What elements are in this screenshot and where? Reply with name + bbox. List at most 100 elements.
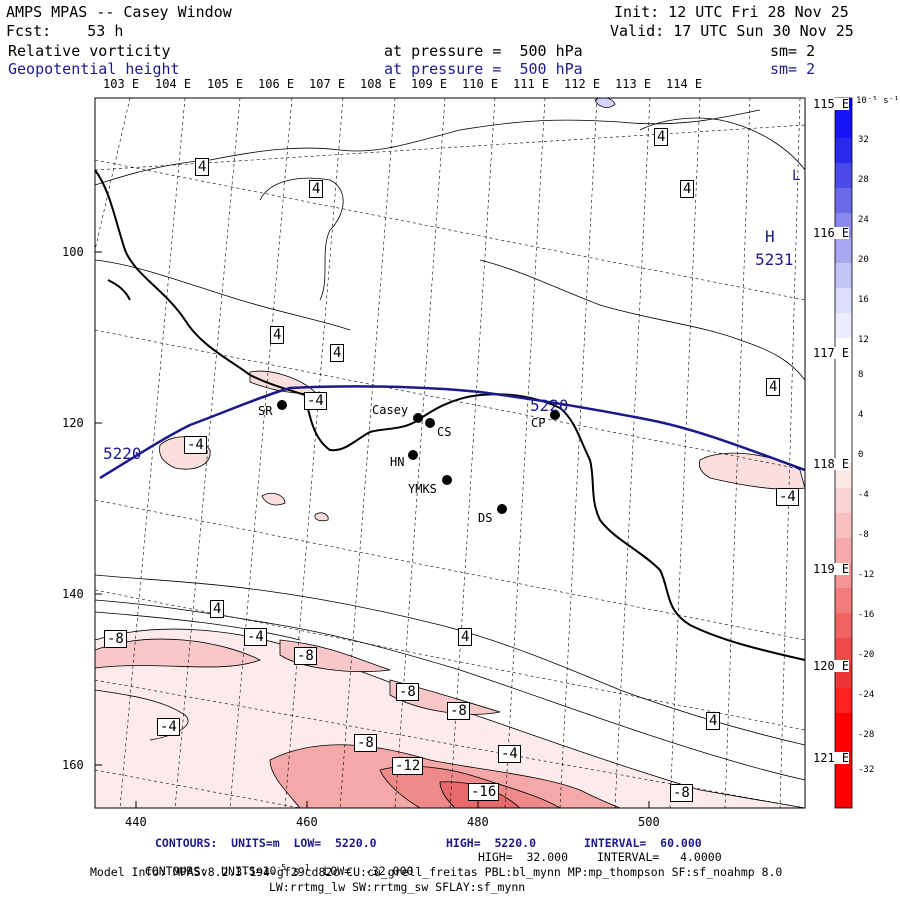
colorbar-tick-6: 8 (858, 370, 864, 380)
lon-label-top-4: 107 E (309, 77, 346, 91)
station-ds-marker (497, 504, 507, 514)
contour-label-26: L (792, 168, 801, 184)
footer-height-interval: INTERVAL= 60.000 (584, 836, 702, 850)
field1-level: at pressure = 500 hPa (384, 42, 583, 60)
station-cs-label: CS (437, 425, 452, 439)
colorbar-tick-4: 16 (858, 295, 869, 305)
lon-label-top-9: 112 E (564, 77, 601, 91)
axis-ticks (95, 251, 650, 808)
station-ymks-marker (442, 475, 452, 485)
colorbar-tick-10: -8 (858, 530, 869, 540)
colorbar-tick-2: 24 (858, 215, 869, 225)
station-casey-marker (413, 413, 423, 423)
station-sr-marker (277, 400, 287, 410)
footer-model-info-physics: LW:rrtmg_lw SW:rrtmg_sw SFLAY:sf_mynn (269, 880, 526, 894)
colorbar-unit: 10⁻⁵ s⁻¹ (856, 96, 900, 106)
contour-label-20: -8 (354, 734, 377, 752)
contour-label-13: -4 (157, 718, 180, 736)
colorbar-tick-7: 4 (858, 410, 864, 420)
station-cp-label: CP (531, 416, 546, 430)
contour-label-16: -8 (104, 630, 127, 648)
contour-label-8: 4 (458, 628, 473, 646)
y-tick-100: 100 (62, 245, 84, 259)
footer-vort-s: s (286, 863, 300, 878)
colorbar-tick-0: 32 (858, 135, 869, 145)
colorbar-tick-9: -4 (858, 490, 869, 500)
colorbar-tick-8: 0 (858, 450, 864, 460)
lon-label-top-11: 114 E (666, 77, 703, 91)
lon-label-right-0: 115 E (813, 97, 850, 111)
colorbar-tick-3: 20 (858, 255, 869, 265)
contour-label-17: -8 (294, 647, 317, 665)
colorbar-tick-13: -20 (858, 650, 875, 660)
high-pressure-marker: H (765, 227, 775, 246)
lon-label-top-3: 106 E (258, 77, 295, 91)
contour-label-9: 4 (706, 712, 721, 730)
station-casey-label: Casey (372, 403, 409, 417)
footer-vort-units: CONTOURS: UNITS=10 (144, 863, 277, 878)
contour-label-1: 4 (309, 180, 324, 198)
x-tick-440: 440 (125, 815, 147, 829)
station-sr-label: SR (258, 404, 273, 418)
field2-smoothing: sm= 2 (770, 60, 816, 78)
colorbar-tick-5: 12 (858, 335, 869, 345)
station-markers (277, 400, 560, 514)
y-tick-160: 160 (62, 758, 84, 772)
footer-vort-contours: CONTOURS: UNITS=10-5 s-1 LOW= -32.000 (131, 852, 414, 878)
y-tick-140: 140 (62, 587, 84, 601)
footer-model-info: Model Info: MPASv8.2.3-194-gf29cd82c CU:… (90, 865, 783, 879)
contour-label-21: -12 (392, 757, 424, 775)
valid-time: Valid: 17 UTC Sun 30 Nov 25 (610, 22, 854, 40)
x-tick-460: 460 (296, 815, 318, 829)
field1-name: Relative vorticity (8, 42, 171, 60)
contour-label-5: 4 (330, 344, 345, 362)
graticule (95, 98, 805, 808)
station-ds-label: DS (478, 511, 493, 525)
contour-label-11: -4 (184, 436, 207, 454)
colorbar-tick-1: 28 (858, 175, 869, 185)
height-contour-5220 (99, 385, 805, 480)
plot-frame (94, 97, 806, 809)
lon-label-top-2: 105 E (207, 77, 244, 91)
field2-level: at pressure = 500 hPa (384, 60, 583, 78)
lon-label-top-1: 104 E (155, 77, 192, 91)
vorticity-contours (95, 109, 805, 781)
plot-title: AMPS MPAS -- Casey Window (6, 3, 232, 21)
footer-vort-exp1: -5 (276, 862, 287, 872)
colorbar-tick-11: -12 (858, 570, 875, 580)
footer-vort-exp2: -1 (299, 862, 310, 872)
field1-smoothing: sm= 2 (770, 42, 816, 60)
contour-label-23: -8 (670, 784, 693, 802)
lon-label-top-0: 103 E (103, 77, 140, 91)
lon-label-right-3: 118 E (813, 457, 850, 471)
lon-label-top-7: 110 E (462, 77, 499, 91)
lon-label-top-6: 109 E (411, 77, 448, 91)
colorbar-tick-12: -16 (858, 610, 875, 620)
lon-label-top-5: 108 E (360, 77, 397, 91)
footer-vort-interval: INTERVAL= 4.0000 (597, 850, 722, 864)
lon-label-right-2: 117 E (813, 346, 850, 360)
lon-label-right-1: 116 E (813, 226, 850, 240)
x-tick-500: 500 (638, 815, 660, 829)
contour-label-10: -4 (304, 392, 327, 410)
station-hn-marker (408, 450, 418, 460)
forecast-hour: Fcst: 53 h (6, 22, 124, 40)
contour-label-22: -16 (468, 783, 500, 801)
contour-label-2: 4 (654, 128, 669, 146)
y-tick-120: 120 (62, 416, 84, 430)
lon-label-right-4: 119 E (813, 562, 850, 576)
init-time: Init: 12 UTC Fri 28 Nov 25 (614, 3, 849, 21)
lon-label-top-10: 113 E (615, 77, 652, 91)
coastline (95, 169, 805, 661)
contour-label-6: 4 (766, 378, 781, 396)
lon-label-top-8: 111 E (513, 77, 550, 91)
contour-label-4: 4 (270, 326, 285, 344)
high-pressure-value: 5231 (755, 250, 794, 269)
contour-label-7: 4 (210, 600, 225, 618)
lon-label-right-6: 121 E (813, 751, 850, 765)
contour-label-14: -4 (498, 745, 521, 763)
colorbar-tick-14: -24 (858, 690, 875, 700)
field2-name: Geopotential height (8, 60, 180, 78)
contour-label-3: 4 (680, 180, 695, 198)
contour-label-18: -8 (396, 683, 419, 701)
